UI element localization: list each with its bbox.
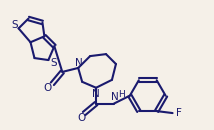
Text: O: O [77, 113, 85, 123]
Text: N: N [75, 58, 83, 68]
Text: N: N [111, 92, 119, 102]
Text: H: H [119, 90, 125, 99]
Text: S: S [50, 58, 57, 68]
Text: S: S [11, 20, 18, 30]
Text: O: O [43, 83, 52, 93]
Text: F: F [176, 108, 181, 118]
Text: N: N [92, 89, 100, 99]
